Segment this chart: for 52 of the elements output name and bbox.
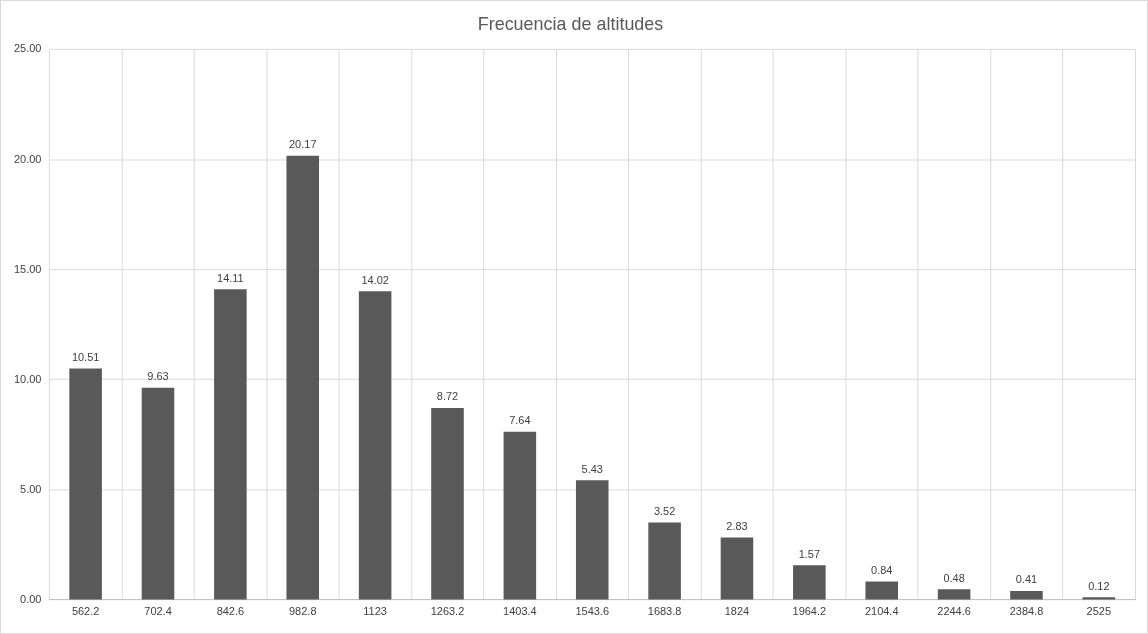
bar — [937, 589, 971, 600]
x-tick-label: 1543.6 — [575, 605, 610, 618]
x-tick-label: 1403.4 — [503, 605, 537, 618]
x-tick-label: 702.4 — [144, 605, 172, 618]
x-tick-label: 842.6 — [216, 605, 245, 618]
data-label: 0.48 — [943, 571, 965, 584]
bar — [720, 537, 754, 600]
data-label: 8.72 — [436, 390, 459, 403]
bar — [648, 522, 681, 600]
data-label: 14.02 — [361, 273, 389, 286]
data-label: 20.17 — [289, 138, 317, 151]
y-tick-label: 20.00 — [13, 152, 42, 165]
y-tick-label: 10.00 — [13, 372, 42, 385]
data-label: 0.12 — [1088, 579, 1110, 592]
data-label: 1.57 — [798, 547, 821, 560]
x-tick-label: 1964.2 — [792, 605, 827, 618]
x-tick-label: 562.2 — [71, 605, 100, 618]
x-tick-label: 1263.2 — [430, 605, 465, 618]
bar — [431, 407, 464, 600]
y-tick-label: 0.00 — [20, 592, 42, 605]
data-label: 0.84 — [871, 563, 893, 576]
data-label: 14.11 — [217, 271, 244, 284]
bar — [575, 480, 609, 600]
bar — [214, 289, 247, 600]
x-tick-label: 2525 — [1086, 605, 1112, 618]
x-tick-label: 982.8 — [289, 605, 317, 618]
bar — [286, 155, 320, 600]
bar — [69, 368, 102, 600]
data-label: 2.83 — [726, 520, 748, 533]
data-label: 0.41 — [1015, 573, 1038, 586]
bar — [793, 565, 826, 600]
data-label: 7.64 — [509, 414, 531, 427]
x-tick-label: 1123 — [363, 605, 387, 618]
data-label: 5.43 — [581, 462, 603, 475]
bar — [358, 291, 392, 600]
bar — [1010, 590, 1043, 600]
x-tick-label: 1683.8 — [647, 605, 682, 618]
bar — [503, 431, 537, 600]
x-tick-label: 2384.8 — [1009, 605, 1044, 618]
x-tick-label: 2244.6 — [937, 605, 971, 618]
bar — [1082, 597, 1116, 600]
chart-title: Frecuencia de altitudes — [477, 13, 664, 34]
data-label: 3.52 — [653, 504, 676, 517]
y-tick-label: 5.00 — [20, 482, 42, 495]
x-tick-label: 2104.4 — [864, 605, 899, 618]
bar — [865, 581, 898, 600]
data-label: 10.51 — [71, 351, 100, 364]
y-tick-label: 15.00 — [13, 262, 42, 275]
bar — [141, 387, 175, 600]
x-tick-label: 1824 — [724, 605, 750, 618]
y-tick-label: 25.00 — [13, 42, 42, 55]
data-label: 9.63 — [147, 370, 169, 383]
